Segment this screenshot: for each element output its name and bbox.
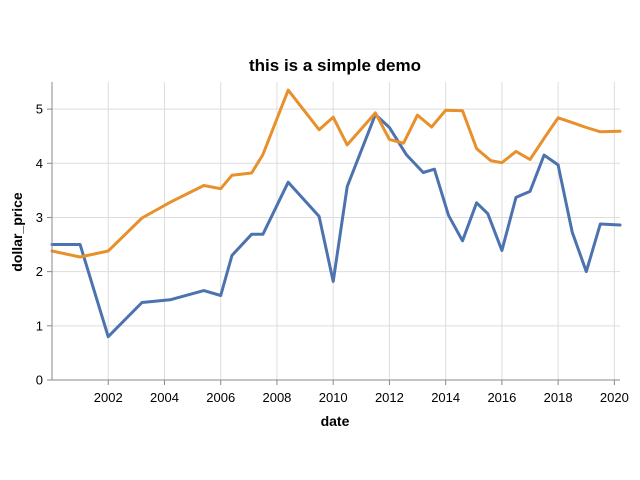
series-group [50, 88, 622, 339]
x-tick-label: 2020 [600, 390, 629, 405]
series-line-1 [50, 113, 622, 339]
grid [52, 82, 620, 381]
x-axis-title: date [321, 413, 350, 429]
series-line-2 [50, 88, 622, 259]
x-tick-label: 2010 [319, 390, 348, 405]
y-tick-label: 1 [36, 318, 43, 333]
chart-title: this is a simple demo [249, 56, 421, 75]
y-tick-label: 3 [36, 210, 43, 225]
x-tick-label: 2014 [431, 390, 460, 405]
axes: 0 1 2 3 4 5 2002 2004 2006 2008 2010 2012 2014 2016 20… [36, 82, 629, 405]
x-tick-label: 2018 [544, 390, 573, 405]
y-tick-label: 4 [36, 156, 43, 171]
y-axis-title: dollar_price [9, 192, 25, 272]
x-tick-label: 2004 [150, 390, 179, 405]
x-tick-label: 2008 [262, 390, 291, 405]
x-tick-label: 2016 [487, 390, 516, 405]
y-tick-label: 0 [36, 373, 43, 388]
y-tick-label: 5 [36, 102, 43, 117]
x-tick-label: 2006 [206, 390, 235, 405]
x-tick-label: 2012 [375, 390, 404, 405]
y-tick-label: 2 [36, 264, 43, 279]
x-tick-label: 2002 [94, 390, 123, 405]
